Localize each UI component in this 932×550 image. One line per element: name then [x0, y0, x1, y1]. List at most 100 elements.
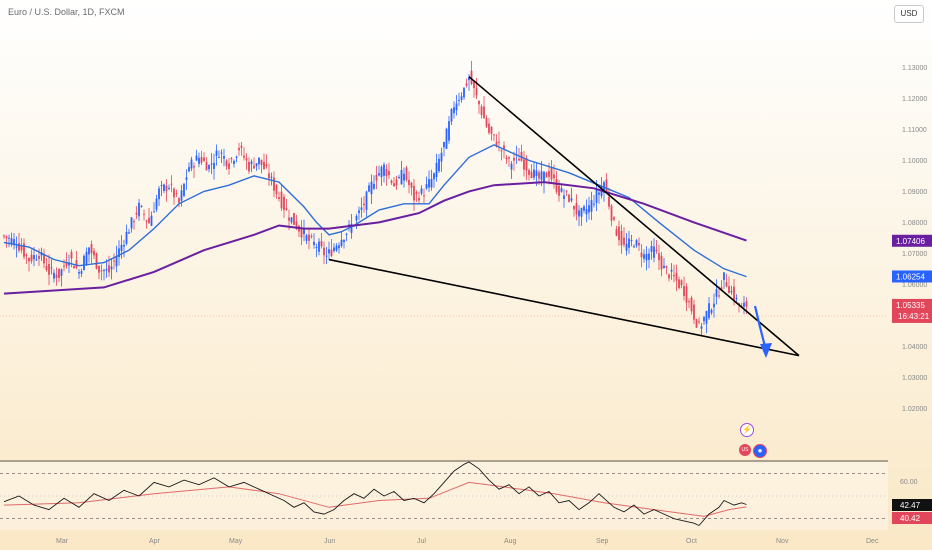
- rsi-value-label: 42.47: [900, 501, 921, 510]
- candle-body: [218, 157, 220, 159]
- candle-body: [48, 263, 50, 275]
- candle-body: [550, 168, 553, 180]
- candle-body: [665, 265, 668, 268]
- candle-body: [128, 232, 130, 234]
- candle-body: [270, 176, 273, 178]
- candle-body: [535, 170, 538, 176]
- candle-body: [493, 134, 495, 136]
- candle-body: [293, 213, 295, 225]
- moving-averages: [3, 144, 747, 295]
- currency-button[interactable]: USD: [894, 5, 924, 23]
- candle-body: [370, 181, 373, 195]
- candle-body: [45, 265, 48, 271]
- candle-body: [83, 255, 85, 271]
- candle-body: [175, 193, 178, 195]
- candle-body: [125, 232, 128, 244]
- price-axis: 1.13000 1.12000 1.11000 1.10000 1.09000 1.080…: [892, 65, 932, 413]
- price-tick-label: 1.13000: [902, 65, 927, 72]
- candle-body: [473, 81, 475, 89]
- candle-body: [318, 241, 320, 252]
- flash-event-icon[interactable]: ⚡: [740, 423, 754, 437]
- candle-body: [73, 266, 75, 269]
- candle-body: [670, 269, 673, 272]
- candle-body: [198, 157, 200, 164]
- candle-body: [733, 286, 735, 301]
- candle-body: [588, 205, 590, 213]
- candle-body: [643, 254, 645, 259]
- candle-body: [138, 202, 140, 217]
- candle-body: [703, 317, 705, 322]
- candle-body: [620, 230, 623, 246]
- candle-body: [223, 156, 225, 159]
- price-tick-label: 1.12000: [902, 96, 927, 103]
- candle-body: [13, 239, 15, 245]
- candle-body: [158, 188, 160, 200]
- candle-body: [625, 243, 628, 251]
- candle-body: [185, 177, 188, 180]
- candle-body: [630, 240, 633, 242]
- price-tick-label: 1.07000: [902, 251, 927, 258]
- ma-slow-badge-bg: [892, 234, 932, 247]
- candle-body: [333, 247, 335, 251]
- candle-body: [678, 279, 680, 289]
- candle-body: [33, 255, 35, 260]
- candle-body: [248, 161, 250, 172]
- candle-body: [310, 236, 313, 238]
- candle-body: [408, 180, 410, 186]
- candle-body: [725, 282, 728, 287]
- candle-body: [525, 157, 528, 171]
- candle-body: [573, 205, 575, 210]
- candle-body: [265, 164, 268, 167]
- candle-body: [195, 155, 198, 161]
- candle-body: [108, 265, 110, 273]
- candle-body: [308, 234, 310, 241]
- candle-body: [235, 156, 238, 158]
- candle-body: [205, 162, 208, 171]
- rsi-value-bg: [892, 499, 932, 511]
- candle-body: [240, 145, 243, 148]
- candle-body: [210, 163, 213, 165]
- candle-body: [483, 106, 485, 119]
- candle-body: [245, 158, 248, 161]
- candle-body: [305, 235, 308, 241]
- candle-body: [78, 272, 80, 274]
- time-tick-label: Aug: [504, 538, 517, 545]
- candle-body: [170, 183, 173, 185]
- rsi-panel: 60.00 42.47 40.42: [0, 460, 932, 530]
- candle-body: [188, 167, 190, 172]
- ma-slow-badge: 1.07406: [896, 237, 925, 246]
- candle-body: [228, 163, 230, 169]
- candle-body: [690, 297, 693, 312]
- candle-body: [433, 173, 435, 180]
- candle-body: [510, 163, 513, 170]
- candle-body: [243, 155, 245, 158]
- candle-body: [415, 192, 418, 194]
- candle-body: [140, 205, 143, 207]
- candle-body: [378, 173, 380, 176]
- candle-body: [485, 118, 488, 127]
- candle-body: [215, 150, 218, 156]
- candle-body: [558, 185, 560, 196]
- candle-body: [283, 196, 285, 211]
- price-tick-label: 1.08000: [902, 220, 927, 227]
- us-flag-icon[interactable]: US: [739, 444, 751, 456]
- candle-body: [280, 191, 283, 209]
- candle-body: [168, 187, 170, 189]
- eu-event-icon[interactable]: ●: [753, 444, 767, 458]
- candle-body: [5, 236, 8, 239]
- candle-body: [255, 163, 258, 167]
- candle-body: [8, 237, 10, 239]
- price-tick-label: 1.03000: [902, 375, 927, 382]
- candle-body: [523, 159, 525, 170]
- candle-body: [533, 169, 535, 178]
- candle-body: [440, 152, 443, 162]
- candle-body: [685, 286, 688, 303]
- candle-body: [660, 255, 663, 270]
- candle-body: [273, 177, 275, 191]
- candle-body: [575, 203, 578, 215]
- candle-body: [570, 198, 573, 201]
- candle-body: [538, 172, 540, 179]
- candle-body: [268, 173, 270, 179]
- candle-body: [508, 157, 510, 159]
